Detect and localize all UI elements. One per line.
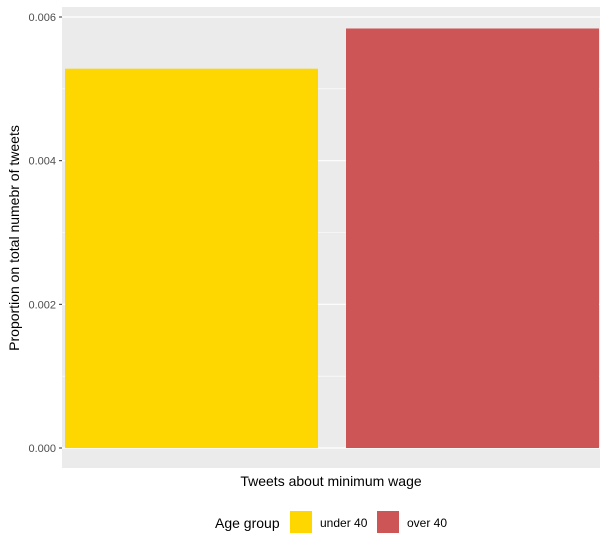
y-tick-label: 0.002: [28, 299, 56, 311]
legend-title: Age group: [215, 515, 280, 531]
bar-over-40: [346, 28, 599, 448]
y-tick-label: 0.004: [28, 156, 56, 168]
y-axis-title: Proportion on total numebr of tweets: [6, 125, 22, 351]
legend-label-over-40: over 40: [407, 516, 447, 530]
y-axis-tick-labels: 0.000 0.002 0.004 0.006: [28, 12, 56, 455]
legend-key-under-40: [290, 511, 312, 533]
bars: [65, 28, 599, 448]
y-tick-label: 0.006: [28, 12, 56, 24]
legend-key-over-40: [377, 511, 399, 533]
bar-under-40: [65, 68, 318, 448]
legend: Age group under 40 over 40: [215, 511, 447, 533]
y-axis-ticks: [59, 16, 62, 449]
y-tick-label: 0.000: [28, 443, 56, 455]
x-axis-title: Tweets about minimum wage: [240, 473, 422, 489]
legend-label-under-40: under 40: [320, 516, 368, 530]
